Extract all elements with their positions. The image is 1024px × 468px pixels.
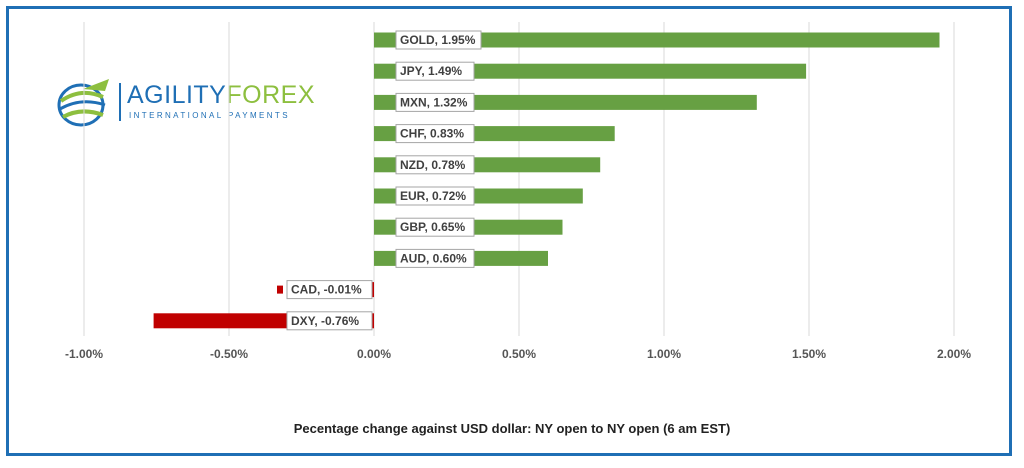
data-label-cad: CAD, -0.01% [277, 280, 373, 300]
bar-cad [371, 282, 374, 298]
data-label-text: EUR, 0.72% [400, 189, 466, 203]
data-label-box [395, 248, 475, 268]
x-tick-label: 1.00% [647, 347, 681, 361]
data-label-eur: EUR, 0.72% [395, 186, 475, 206]
bars [153, 32, 940, 329]
data-label-text: JPY, 1.49% [400, 64, 462, 78]
x-axis-caption: Pecentage change against USD dollar: NY … [293, 421, 731, 436]
logo-tagline: INTERNATIONAL PAYMENTS [129, 111, 290, 120]
data-label-mxn: MXN, 1.32% [395, 92, 475, 112]
agility-forex-logo: AGILITYFOREX INTERNATIONAL PAYMENTS [53, 75, 315, 131]
data-label-aud: AUD, 0.60% [395, 248, 475, 268]
data-labels: GOLD, 1.95% JPY, 1.49% MXN, 1.32% CHF, 0.83… [277, 30, 482, 331]
x-tick-label: 1.50% [792, 347, 826, 361]
chart-frame: AGILITYFOREX INTERNATIONAL PAYMENTS [6, 6, 1012, 456]
bar-gold [374, 32, 940, 48]
data-label-text: GBP, 0.65% [400, 220, 465, 234]
logo-brand: AGILITYFOREX [127, 81, 315, 109]
data-label-gold: GOLD, 1.95% [395, 30, 482, 50]
data-label-gbp: GBP, 0.65% [395, 217, 475, 237]
data-label-box [395, 186, 475, 206]
x-tick-label: -0.50% [210, 347, 248, 361]
logo-divider [119, 83, 121, 121]
x-tick-label: 0.00% [357, 347, 391, 361]
bar-jpy [374, 63, 807, 79]
data-label-box [286, 311, 373, 331]
data-label-box [286, 280, 373, 300]
data-label-dxy: DXY, -0.76% [277, 311, 373, 331]
data-label-jpy: JPY, 1.49% [395, 61, 475, 81]
label-marker [277, 285, 283, 294]
data-label-text: GOLD, 1.95% [400, 33, 476, 47]
data-label-box [395, 155, 475, 175]
data-label-text: AUD, 0.60% [400, 251, 467, 265]
globe-icon [57, 79, 109, 127]
x-axis-ticks: -1.00% -0.50% 0.00% 0.50% 1.00% 1.50% 2.00% [65, 347, 971, 361]
data-label-box [395, 92, 475, 112]
data-label-nzd: NZD, 0.78% [395, 155, 475, 175]
data-label-box [395, 217, 475, 237]
data-label-box [395, 124, 475, 144]
x-tick-label: -1.00% [65, 347, 103, 361]
gridlines [83, 22, 955, 336]
x-tick-label: 2.00% [937, 347, 971, 361]
data-label-text: CHF, 0.83% [400, 127, 464, 141]
data-label-text: DXY, -0.76% [291, 314, 359, 328]
data-label-chf: CHF, 0.83% [395, 124, 475, 144]
data-label-text: MXN, 1.32% [400, 95, 468, 109]
data-label-text: CAD, -0.01% [291, 283, 362, 297]
data-label-box [395, 30, 482, 50]
label-marker [277, 316, 283, 325]
data-label-text: NZD, 0.78% [400, 158, 466, 172]
data-label-box [395, 61, 475, 81]
x-tick-label: 0.50% [502, 347, 536, 361]
